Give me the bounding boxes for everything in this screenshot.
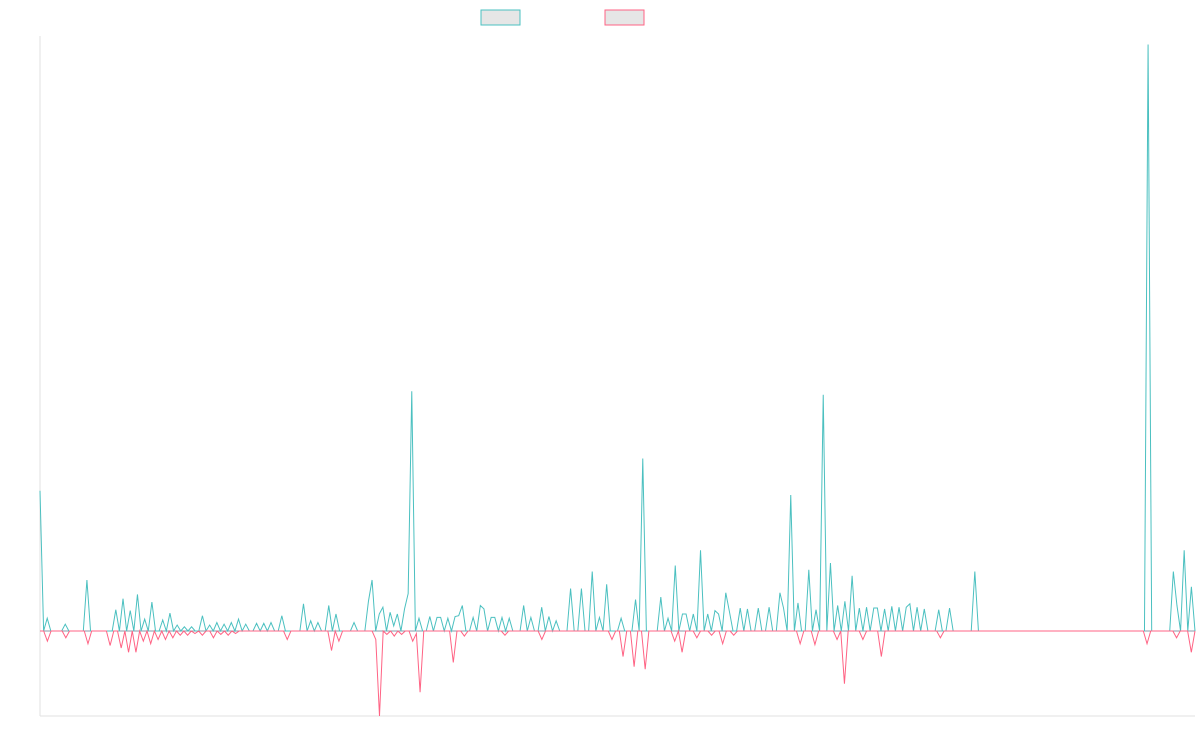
series-group [39,44,1196,717]
series-line-pink [40,629,1196,717]
series-line-teal [39,44,1196,633]
legend-swatch-pink[interactable] [604,9,645,26]
legend [480,9,645,26]
legend-swatch-teal[interactable] [480,9,521,26]
axes [39,36,1195,717]
